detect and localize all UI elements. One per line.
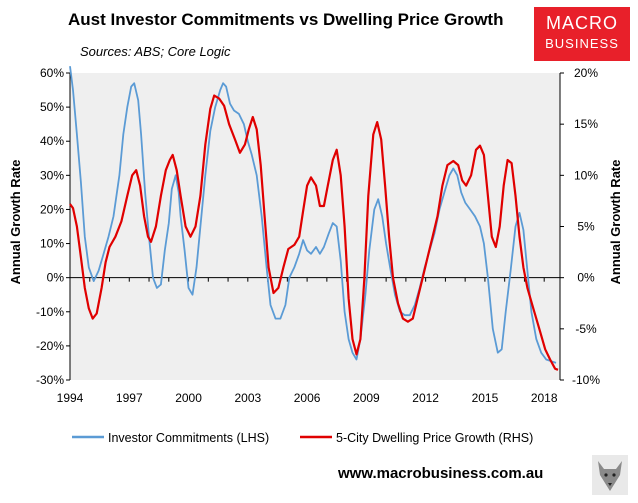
- left-tick-label: 0%: [47, 271, 65, 285]
- series-line-dwelling-price-growth: [69, 94, 559, 371]
- left-tick-label: -10%: [36, 305, 64, 319]
- left-tick-label: 30%: [40, 168, 64, 182]
- right-tick-label: 15%: [574, 117, 598, 131]
- left-tick-label: 60%: [40, 66, 64, 80]
- series-line-investor-commitments: [69, 66, 557, 364]
- right-tick-label: 0%: [577, 271, 595, 285]
- x-tick-label: 1997: [116, 391, 143, 405]
- right-tick-label: 10%: [574, 168, 598, 182]
- chart-subtitle: Sources: ABS; Core Logic: [80, 44, 231, 59]
- right-axis-label: Annual Growth Rate: [608, 160, 623, 285]
- right-tick-label: -5%: [575, 322, 597, 336]
- x-tick-label: 2015: [472, 391, 499, 405]
- legend: Investor Commitments (LHS) 5-City Dwelli…: [72, 431, 533, 445]
- wolf-icon: [592, 455, 628, 495]
- series-lines: [69, 66, 559, 371]
- left-tick-label: 50%: [40, 100, 64, 114]
- left-tick-label: -20%: [36, 339, 64, 353]
- left-axis-label: Annual Growth Rate: [8, 160, 23, 285]
- logo-line-2: BUSINESS: [545, 36, 619, 51]
- x-tick-label: 2006: [294, 391, 321, 405]
- left-axis-ticks: 60% 50% 40% 30% 20% 10% 0% -10% -20% -30%: [36, 66, 70, 387]
- footer-url: www.macrobusiness.com.au: [338, 465, 544, 482]
- right-tick-label: -10%: [572, 373, 600, 387]
- x-axis-ticks: 1994 1997 2000 2003 2006 2009 2012 2015 2018: [57, 73, 561, 405]
- left-tick-label: 10%: [40, 237, 64, 251]
- x-tick-label: 1994: [57, 391, 84, 405]
- x-tick-label: 2018: [531, 391, 558, 405]
- x-tick-label: 2000: [175, 391, 202, 405]
- logo-line-1: MACRO: [546, 13, 618, 33]
- x-tick-label: 2012: [412, 391, 439, 405]
- x-tick-label: 2009: [353, 391, 380, 405]
- right-tick-label: 5%: [577, 220, 595, 234]
- left-tick-label: 40%: [40, 134, 64, 148]
- right-axis-ticks: 20% 15% 10% 5% 0% -5% -10%: [560, 66, 600, 387]
- legend-label-lhs: Investor Commitments (LHS): [108, 431, 269, 445]
- left-tick-label: -30%: [36, 373, 64, 387]
- right-tick-label: 20%: [574, 66, 598, 80]
- chart-title: Aust Investor Commitments vs Dwelling Pr…: [68, 10, 504, 29]
- legend-label-rhs: 5-City Dwelling Price Growth (RHS): [336, 431, 533, 445]
- plot-background: [70, 73, 560, 380]
- x-tick-label: 2003: [234, 391, 261, 405]
- left-tick-label: 20%: [40, 202, 64, 216]
- macrobusiness-logo: MACRO BUSINESS: [534, 7, 630, 61]
